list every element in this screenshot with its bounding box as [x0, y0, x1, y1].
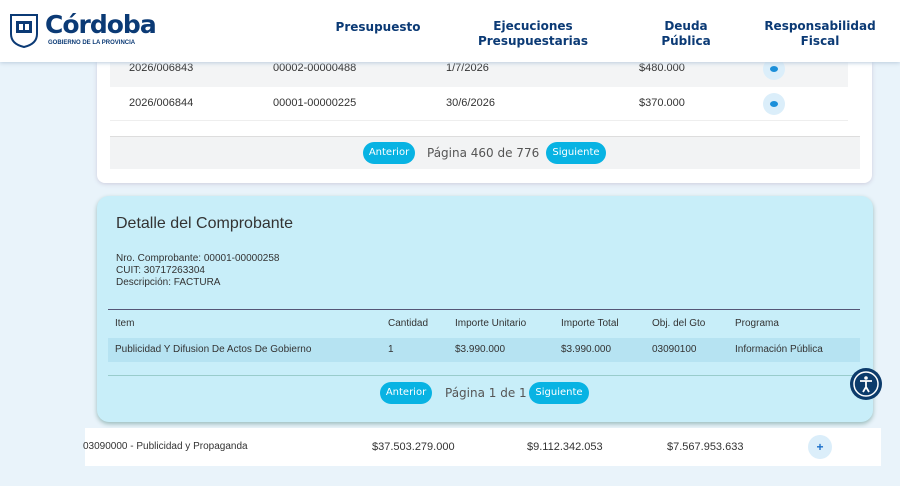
previous-button[interactable]: Anterior: [380, 382, 432, 404]
cell: 2026/006843: [129, 62, 194, 74]
next-button[interactable]: Siguiente: [529, 382, 589, 404]
cell: 03090000 - Publicidad y Propaganda: [83, 441, 248, 452]
nav-link[interactable]: Responsabilidad Fiscal: [764, 19, 876, 48]
header: [0, 0, 900, 62]
cell: Publicidad Y Difusion De Actos De Gobier…: [115, 344, 312, 355]
page-indicator: Página 1 de 1: [445, 386, 527, 400]
column-header: Cantidad: [388, 318, 429, 329]
cell: 00002-00000488: [273, 62, 357, 74]
logo-subtitle: GOBIERNO DE LA PROVINCIA: [48, 40, 136, 46]
expand-button[interactable]: +: [808, 435, 832, 459]
detail-line: Nro. Comprobante: 00001-00000258: [116, 253, 280, 264]
nav-link[interactable]: Ejecuciones Presupuestarias: [477, 19, 589, 48]
cell: 00001-00000225: [273, 97, 357, 109]
divider: [110, 120, 848, 121]
cell: 03090100: [652, 344, 697, 355]
column-header: Obj. del Gto: [652, 318, 706, 329]
cell: $37.503.279.000: [372, 441, 455, 453]
column-header: Importe Unitario: [455, 318, 527, 329]
logo-title: Córdoba: [45, 10, 157, 39]
divider: [108, 309, 860, 310]
cell: 30/6/2026: [446, 97, 495, 109]
page-indicator: Página 460 de 776: [427, 146, 540, 160]
cell: 1: [388, 344, 394, 355]
cell: $3.990.000: [561, 344, 612, 355]
cell: $9.112.342.053: [527, 441, 603, 453]
cell: $370.000: [639, 97, 685, 109]
nav-link[interactable]: Deuda Pública: [661, 19, 711, 48]
cell: 2026/006844: [129, 97, 194, 109]
detail-line: CUIT: 30717263304: [116, 265, 205, 276]
nav-link[interactable]: Presupuesto: [335, 20, 421, 34]
summary-row: [85, 428, 881, 466]
pagination-bar: [110, 136, 860, 169]
cell: 1/7/2026: [446, 62, 489, 74]
detail-line: Descripción: FACTURA: [116, 277, 221, 288]
detail-title: Detalle del Comprobante: [116, 215, 293, 232]
cell: $3.990.000: [455, 344, 506, 355]
logo-emblem: [10, 14, 38, 48]
view-button[interactable]: [763, 58, 785, 80]
next-button[interactable]: Siguiente: [546, 142, 606, 164]
accessibility-button[interactable]: [849, 367, 883, 401]
cell: $7.567.953.633: [667, 441, 744, 453]
cell: $480.000: [639, 62, 685, 74]
column-header: Importe Total: [561, 318, 619, 329]
column-header: Programa: [735, 318, 779, 329]
previous-button[interactable]: Anterior: [363, 142, 415, 164]
view-button[interactable]: [763, 93, 785, 115]
row-bg: [108, 338, 860, 362]
column-header: Item: [115, 318, 135, 329]
divider: [108, 375, 860, 376]
cell: Información Pública: [735, 344, 823, 355]
